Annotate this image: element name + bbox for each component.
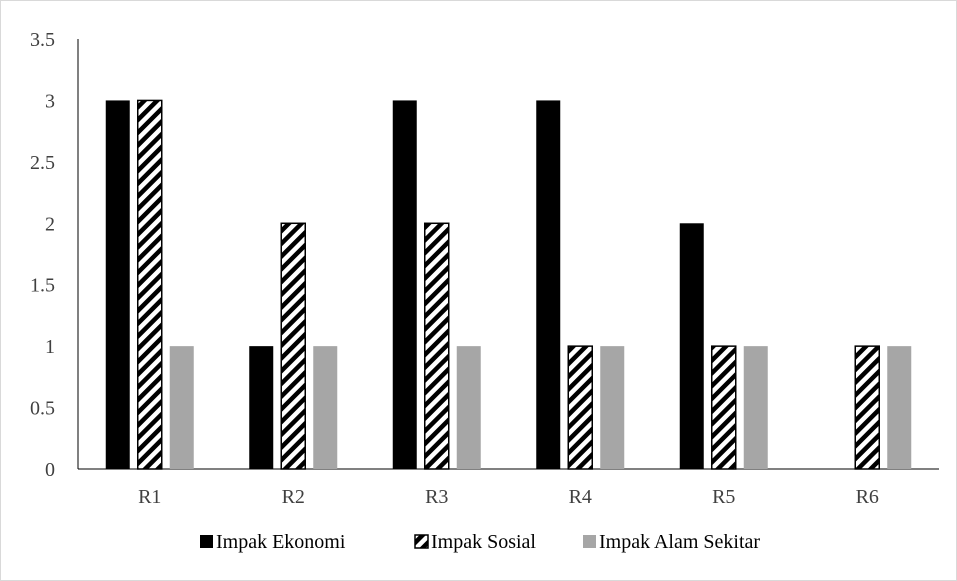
y-axis: 0 0.5 1 1.5 2 2.5 3 3.5 [30,29,78,481]
y-tick-label: 0 [45,459,55,481]
x-tick-label: R5 [712,486,735,508]
bar-impak-sosial [425,223,449,469]
legend-swatch [415,535,428,548]
legend-label: Impak Ekonomi [216,531,346,553]
y-tick-label: 3 [45,90,55,112]
bar-impak-sosial [281,223,305,469]
y-tick-label: 2 [45,213,55,235]
bar-impak-alam-sekitar [313,346,337,469]
bar-impak-ekonomi [393,100,417,469]
x-tick-label: R1 [138,486,161,508]
legend-swatch [200,535,213,548]
legend: Impak Ekonomi Impak Sosial Impak Alam Seki… [200,531,760,553]
bar-impak-ekonomi [249,346,273,469]
bars [106,100,912,469]
bar-impak-sosial [138,100,162,469]
bar-impak-ekonomi [536,100,560,469]
bar-impak-sosial [568,346,592,469]
x-tick-label: R4 [569,486,592,508]
y-tick-label: 2.5 [30,152,55,174]
legend-swatch [583,535,596,548]
x-tick-label: R6 [856,486,879,508]
bar-impak-alam-sekitar [887,346,911,469]
bar-impak-alam-sekitar [744,346,768,469]
legend-label: Impak Sosial [431,531,536,553]
bar-impak-alam-sekitar [600,346,624,469]
bar-impak-ekonomi [680,223,704,469]
bar-impak-ekonomi [106,100,130,469]
bar-impak-sosial [712,346,736,469]
bar-impak-alam-sekitar [457,346,481,469]
y-tick-label: 1 [45,336,55,358]
bar-impak-sosial [855,346,879,469]
y-tick-label: 1.5 [30,275,55,297]
y-tick-label: 0.5 [30,398,55,420]
legend-label: Impak Alam Sekitar [599,531,760,553]
x-tick-label: R2 [282,486,305,508]
x-tick-label: R3 [425,486,448,508]
y-tick-label: 3.5 [30,29,55,51]
bar-impak-alam-sekitar [170,346,194,469]
x-axis: R1 R2 R3 R4 R5 R6 [78,469,939,508]
